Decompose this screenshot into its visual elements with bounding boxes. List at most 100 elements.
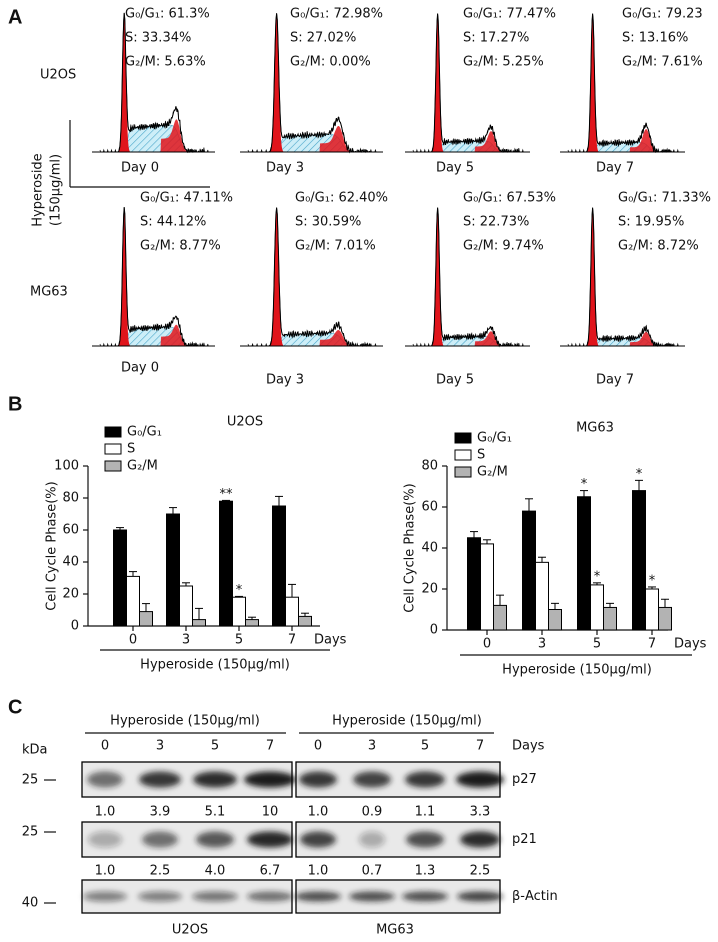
y-tick-label: 80 xyxy=(421,459,438,474)
bar xyxy=(139,611,153,627)
treatment-label: Hyperoside (150μg/ml) xyxy=(332,714,482,729)
phase-percent: S: 27.02% xyxy=(290,31,356,46)
significance: * xyxy=(649,573,656,588)
bar xyxy=(632,490,646,631)
bar xyxy=(480,543,494,631)
phase-percent: S: 30.59% xyxy=(295,215,361,230)
phase-percent: S: 19.95% xyxy=(618,215,684,230)
band xyxy=(244,771,296,788)
quantification: 1.0 xyxy=(308,805,329,820)
panel-label: B xyxy=(8,393,22,415)
significance: ** xyxy=(220,487,234,502)
phase-percent: G₂/M: 0.00% xyxy=(290,55,371,70)
bar xyxy=(493,604,507,631)
day-label: 5 xyxy=(211,739,219,754)
legend-label: S xyxy=(127,442,135,457)
phase-percent: S: 33.34% xyxy=(125,31,191,46)
bar xyxy=(535,561,549,631)
band xyxy=(406,831,444,848)
legend-swatch xyxy=(454,432,472,444)
phase-percent: G₂/M: 9.74% xyxy=(463,239,544,254)
band xyxy=(460,831,500,848)
y-axis-label: Cell Cycle Phase(%) xyxy=(403,483,418,612)
quantification: 3.3 xyxy=(470,805,491,820)
legend-label: G₂/M xyxy=(127,459,158,474)
phase-percent: G₀/G₁: 62.40% xyxy=(295,191,388,206)
phase-percent: G₂/M: 7.01% xyxy=(295,239,376,254)
y-tick-label: 60 xyxy=(421,500,438,515)
treatment-label: Hyperoside xyxy=(31,153,46,226)
bar xyxy=(192,619,206,627)
band xyxy=(299,771,337,788)
blot-frame xyxy=(295,879,501,914)
band xyxy=(88,831,122,848)
significance: * xyxy=(636,467,643,482)
significance: * xyxy=(581,477,588,492)
kda-marker: 40 xyxy=(22,896,39,911)
bar xyxy=(522,510,536,631)
y-tick-label: 40 xyxy=(62,555,79,570)
day-label: Day 5 xyxy=(436,373,474,388)
panel-label: C xyxy=(8,696,22,718)
phase-percent: G₂/M: 5.63% xyxy=(125,55,206,70)
kda-marker: 25 xyxy=(22,825,39,840)
x-unit: Days xyxy=(314,633,347,648)
quantification: 4.0 xyxy=(205,864,226,879)
bar xyxy=(603,606,617,631)
treatment-label: (150μg/ml) xyxy=(49,154,64,226)
phase-percent: G₀/G₁: 72.98% xyxy=(290,7,383,22)
phase-percent: S: 17.27% xyxy=(463,31,529,46)
band xyxy=(193,771,237,788)
blot-frame xyxy=(81,821,293,858)
x-tick-label: 7 xyxy=(648,637,656,652)
day-label: 7 xyxy=(266,739,274,754)
band xyxy=(87,771,123,788)
y-tick-label: 80 xyxy=(62,491,79,506)
cell-line-label: U2OS xyxy=(40,68,76,83)
phase-percent: G₂/M: 8.72% xyxy=(618,239,699,254)
s-phase-area xyxy=(100,124,210,153)
phase-percent: G₂/M: 5.25% xyxy=(463,55,544,70)
quantification: 1.0 xyxy=(308,864,329,879)
legend-label: G₀/G₁ xyxy=(127,425,162,440)
band xyxy=(247,831,293,848)
kda-label: kDa xyxy=(22,743,48,758)
quantification: 1.0 xyxy=(95,805,116,820)
bar xyxy=(467,537,481,631)
band xyxy=(139,771,181,788)
quantification: 1.3 xyxy=(415,864,436,879)
bar xyxy=(113,529,127,627)
phase-percent: G₀/G₁: 71.33% xyxy=(618,191,711,206)
legend-label: S xyxy=(477,448,485,463)
y-tick-label: 20 xyxy=(62,587,79,602)
legend-swatch xyxy=(104,460,122,472)
blot-frame xyxy=(81,879,293,914)
day-label: Day 5 xyxy=(436,161,474,176)
bar xyxy=(219,500,233,627)
day-label: 3 xyxy=(156,739,164,754)
quantification: 2.5 xyxy=(470,864,491,879)
y-axis-label: Cell Cycle Phase(%) xyxy=(45,481,60,610)
day-label: 0 xyxy=(314,739,322,754)
bar xyxy=(548,609,562,631)
quantification: 0.9 xyxy=(362,805,383,820)
bar xyxy=(590,584,604,631)
legend-label: G₂/M xyxy=(477,465,508,480)
phase-percent: G₀/G₁: 61.3% xyxy=(125,7,210,22)
panel-label: A xyxy=(8,6,22,28)
x-tick-label: 0 xyxy=(483,637,491,652)
quantification: 2.5 xyxy=(150,864,171,879)
y-tick-label: 60 xyxy=(62,523,79,538)
bar xyxy=(232,596,246,627)
blot-frame xyxy=(295,761,501,798)
y-tick-label: 40 xyxy=(421,541,438,556)
day-label: Day 3 xyxy=(266,161,304,176)
g2m-peak xyxy=(248,125,378,152)
g2m-peak xyxy=(248,330,378,346)
x-tick-label: 0 xyxy=(129,633,137,648)
legend-swatch xyxy=(454,449,472,461)
bar xyxy=(179,585,193,627)
day-label: 3 xyxy=(368,739,376,754)
legend-swatch xyxy=(104,426,122,438)
